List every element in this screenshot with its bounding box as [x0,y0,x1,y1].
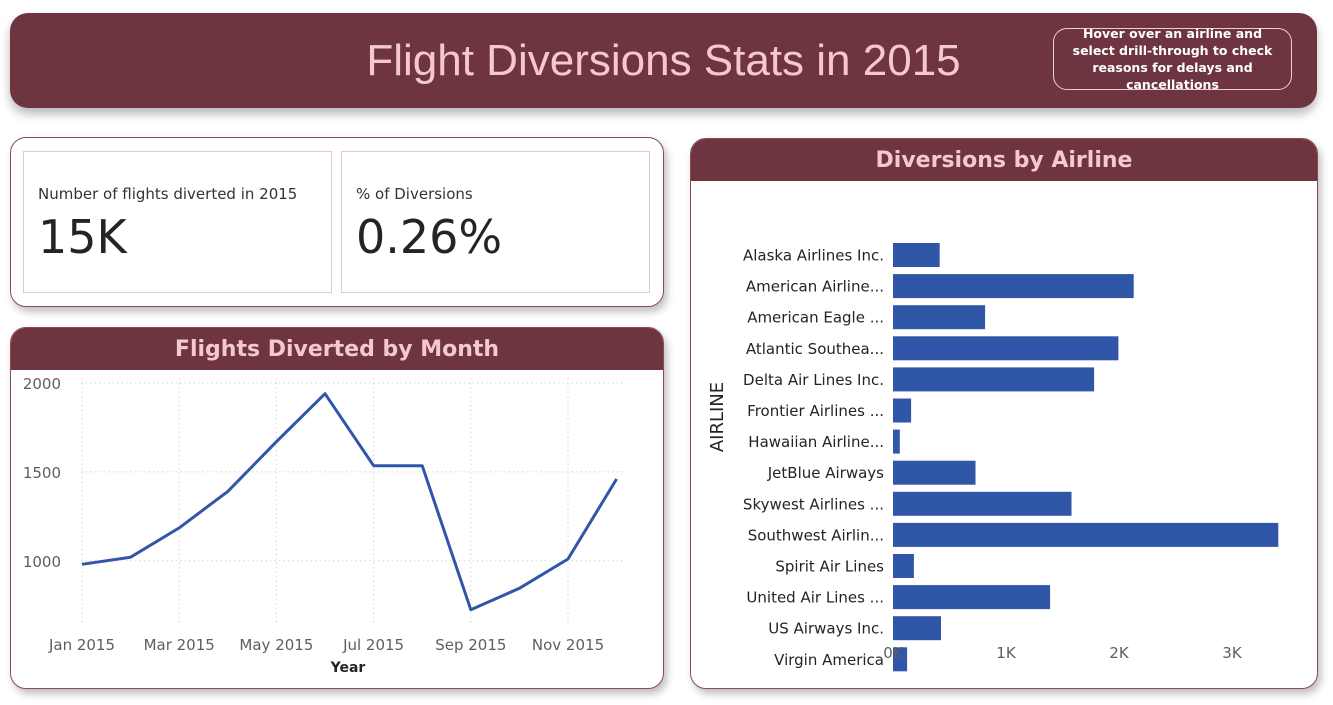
bar[interactable] [893,647,908,672]
x-tick-label: 1K [996,644,1017,662]
data-point[interactable] [515,584,523,592]
data-point[interactable] [613,475,621,483]
x-tick-label: 2K [1109,644,1130,662]
y-tick-label: 1500 [23,464,61,482]
kpi-value: 15K [38,210,127,264]
data-point[interactable] [272,438,280,446]
kpi-card-flights-diverted[interactable]: Number of flights diverted in 2015 15K [23,151,332,293]
x-tick-label: 3K [1222,644,1243,662]
data-point[interactable] [321,390,329,398]
category-label: Southwest Airlin... [748,526,884,544]
line-chart[interactable]: 1000 1500 2000 Jan 2015 Mar 2015 May 2015 Jul … [11,370,663,688]
category-label: Skywest Airlines ... [743,495,884,513]
bar[interactable] [893,522,1279,547]
category-label: Atlantic Southea... [746,340,884,358]
kpi-label: Number of flights diverted in 2015 [38,185,298,203]
bar[interactable] [893,585,1051,610]
bar[interactable] [893,616,941,641]
x-tick-label: Sep 2015 [435,636,506,654]
category-label: Delta Air Lines Inc. [743,371,884,389]
category-label: American Eagle ... [747,309,884,327]
bar[interactable] [893,554,914,578]
category-label: Virgin America [774,651,884,669]
kpi-panel: Number of flights diverted in 2015 15K %… [10,137,664,307]
category-label: US Airways Inc. [768,620,884,638]
bar[interactable] [893,429,900,454]
category-label: JetBlue Airways [767,464,884,482]
data-point[interactable] [370,462,378,470]
bar[interactable] [893,336,1119,361]
category-label: Hawaiian Airline... [748,433,884,451]
line-chart-title: Flights Diverted by Month [11,328,663,370]
data-point[interactable] [418,462,426,470]
category-label: American Airline... [746,278,884,296]
line-chart-panel: Flights Diverted by Month 1000 1500 2000 Ja… [10,327,664,689]
category-label: Spirit Air Lines [775,558,884,576]
x-tick-label: Jan 2015 [48,636,115,654]
x-tick-label: Nov 2015 [532,636,604,654]
series-line[interactable] [81,392,618,612]
category-label: Alaska Airlines Inc. [743,247,884,265]
kpi-card-diversion-percent[interactable]: % of Diversions 0.26% [341,151,650,293]
drill-through-hint: Hover over an airline and select drill-t… [1053,26,1292,92]
data-point[interactable] [224,487,232,495]
bar[interactable] [893,274,1134,299]
x-tick-label: Jul 2015 [342,636,404,654]
data-point[interactable] [127,553,135,561]
data-point[interactable] [467,606,475,614]
y-tick-label: 2000 [23,375,61,393]
bar[interactable] [893,460,976,485]
data-point[interactable] [564,555,572,563]
x-tick-label: Mar 2015 [144,636,215,654]
bar-chart-panel: Diversions by Airline AIRLINE Alaska Airl… [690,138,1318,689]
category-label: United Air Lines ... [746,589,884,607]
bar-chart[interactable]: AIRLINE Alaska Airlines Inc. American Airl… [691,181,1317,688]
data-point[interactable] [78,560,86,568]
kpi-label: % of Diversions [356,185,473,203]
kpi-value: 0.26% [356,210,503,264]
dashboard-header: Flight Diversions Stats in 2015 Hover ov… [10,13,1317,108]
category-label: Frontier Airlines ... [747,402,884,420]
dashboard-title: Flight Diversions Stats in 2015 [366,36,961,85]
bar[interactable] [893,491,1072,516]
x-axis-title: Year [330,660,366,676]
x-tick-label: 0K [883,644,904,662]
data-point[interactable] [175,524,183,532]
bar[interactable] [893,367,1095,392]
bar[interactable] [893,243,940,267]
x-tick-label: May 2015 [239,636,313,654]
y-tick-label: 1000 [23,553,61,571]
bar[interactable] [893,305,986,330]
y-axis-title: AIRLINE [707,382,728,452]
bar[interactable] [893,398,912,423]
bar-chart-title: Diversions by Airline [691,139,1317,181]
